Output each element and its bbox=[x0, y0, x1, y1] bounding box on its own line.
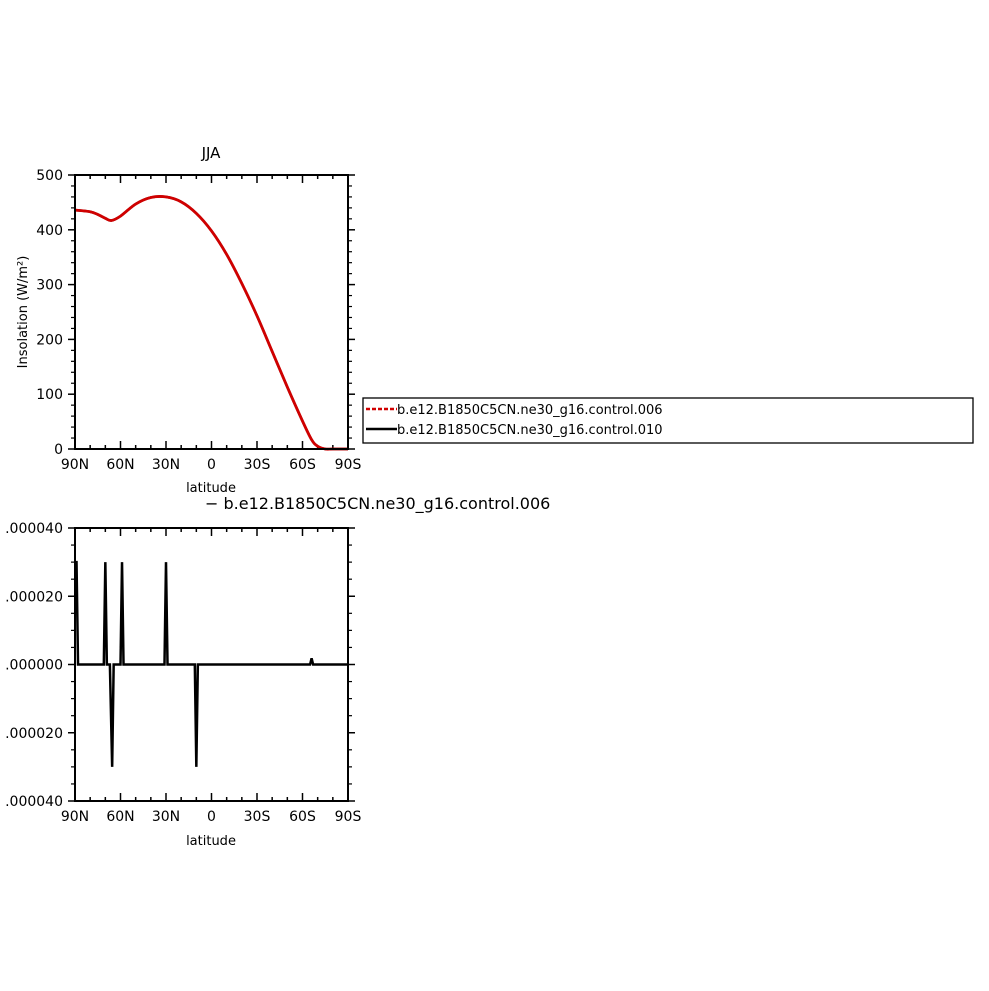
x-axis-title: latitude bbox=[186, 481, 236, 496]
series-line-010 bbox=[74, 195, 348, 451]
y-axis-title: Insolation (W/m²) bbox=[16, 256, 31, 369]
bottom-series bbox=[75, 560, 348, 767]
series-line-006 bbox=[74, 195, 348, 451]
bottom-y-tick-label: .000020 bbox=[5, 589, 63, 605]
top-y-tick-label: 300 bbox=[36, 278, 63, 294]
bottom-y-tick-label: .000020 bbox=[5, 726, 63, 742]
legend-label-006: b.e12.B1850C5CN.ne30_g16.control.006 bbox=[397, 403, 663, 418]
top-x-tick-label: 90N bbox=[61, 457, 89, 473]
top-x-tick-label: 30N bbox=[152, 457, 180, 473]
bottom-x-tick-label: 0 bbox=[207, 809, 216, 825]
chart-title: JJA bbox=[201, 144, 222, 162]
difference-title: − b.e12.B1850C5CN.ne30_g16.control.006 bbox=[205, 494, 550, 514]
bottom-plot-frame bbox=[74, 527, 349, 802]
difference-chart: − b.e12.B1850C5CN.ne30_g16.control.006 l… bbox=[5, 494, 550, 849]
top-x-tick-label: 30S bbox=[244, 457, 271, 473]
top-y-tick-label: 100 bbox=[36, 387, 63, 403]
insolation-chart: JJA Insolation (W/m²) latitude 90N 60N 30N… bbox=[16, 144, 361, 496]
top-axes: 90N 60N 30N 0 30S 60S 90S 0 100 200 300 400 500 bbox=[36, 168, 361, 473]
top-y-tick-label: 500 bbox=[36, 168, 63, 184]
bottom-x-tick-label: 90N bbox=[61, 809, 89, 825]
top-x-tick-label: 0 bbox=[207, 457, 216, 473]
bottom-x-tick-label: 30N bbox=[152, 809, 180, 825]
bottom-y-tick-label: .000040 bbox=[5, 521, 63, 537]
x-axis-title-bottom: latitude bbox=[186, 834, 236, 849]
top-y-tick-label: 200 bbox=[36, 332, 63, 348]
top-plot-frame bbox=[74, 174, 349, 450]
legend-label-010: b.e12.B1850C5CN.ne30_g16.control.010 bbox=[397, 423, 663, 438]
top-x-tick-label: 60S bbox=[289, 457, 316, 473]
legend-box bbox=[362, 397, 974, 444]
bottom-axes: 90N 60N 30N 0 30S 60S 90S .000040 .000020 .000000… bbox=[5, 521, 361, 825]
bottom-x-tick-label: 60S bbox=[289, 809, 316, 825]
top-y-tick-label: 400 bbox=[36, 223, 63, 239]
top-y-tick-label: 0 bbox=[54, 442, 63, 458]
top-x-tick-label: 90S bbox=[335, 457, 362, 473]
difference-line bbox=[75, 560, 348, 767]
top-x-tick-label: 60N bbox=[106, 457, 134, 473]
top-series bbox=[74, 195, 348, 451]
bottom-y-tick-label: .000040 bbox=[5, 794, 63, 810]
bottom-y-tick-label: .000000 bbox=[5, 658, 63, 674]
bottom-x-tick-label: 30S bbox=[244, 809, 271, 825]
bottom-x-tick-label: 60N bbox=[106, 809, 134, 825]
bottom-x-tick-label: 90S bbox=[335, 809, 362, 825]
legend: b.e12.B1850C5CN.ne30_g16.control.006 b.e… bbox=[362, 397, 974, 444]
